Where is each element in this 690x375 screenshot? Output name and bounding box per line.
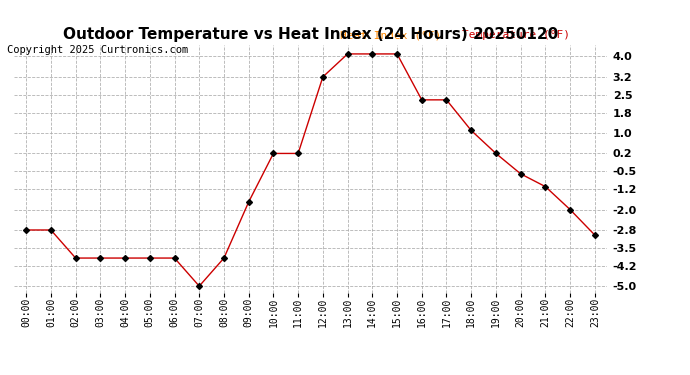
Text: Heat Index (°F): Heat Index (°F) xyxy=(340,30,442,40)
Title: Outdoor Temperature vs Heat Index (24 Hours) 20250120: Outdoor Temperature vs Heat Index (24 Ho… xyxy=(63,27,558,42)
Text: Temperature (°F): Temperature (°F) xyxy=(462,30,570,40)
Text: Copyright 2025 Curtronics.com: Copyright 2025 Curtronics.com xyxy=(7,45,188,55)
